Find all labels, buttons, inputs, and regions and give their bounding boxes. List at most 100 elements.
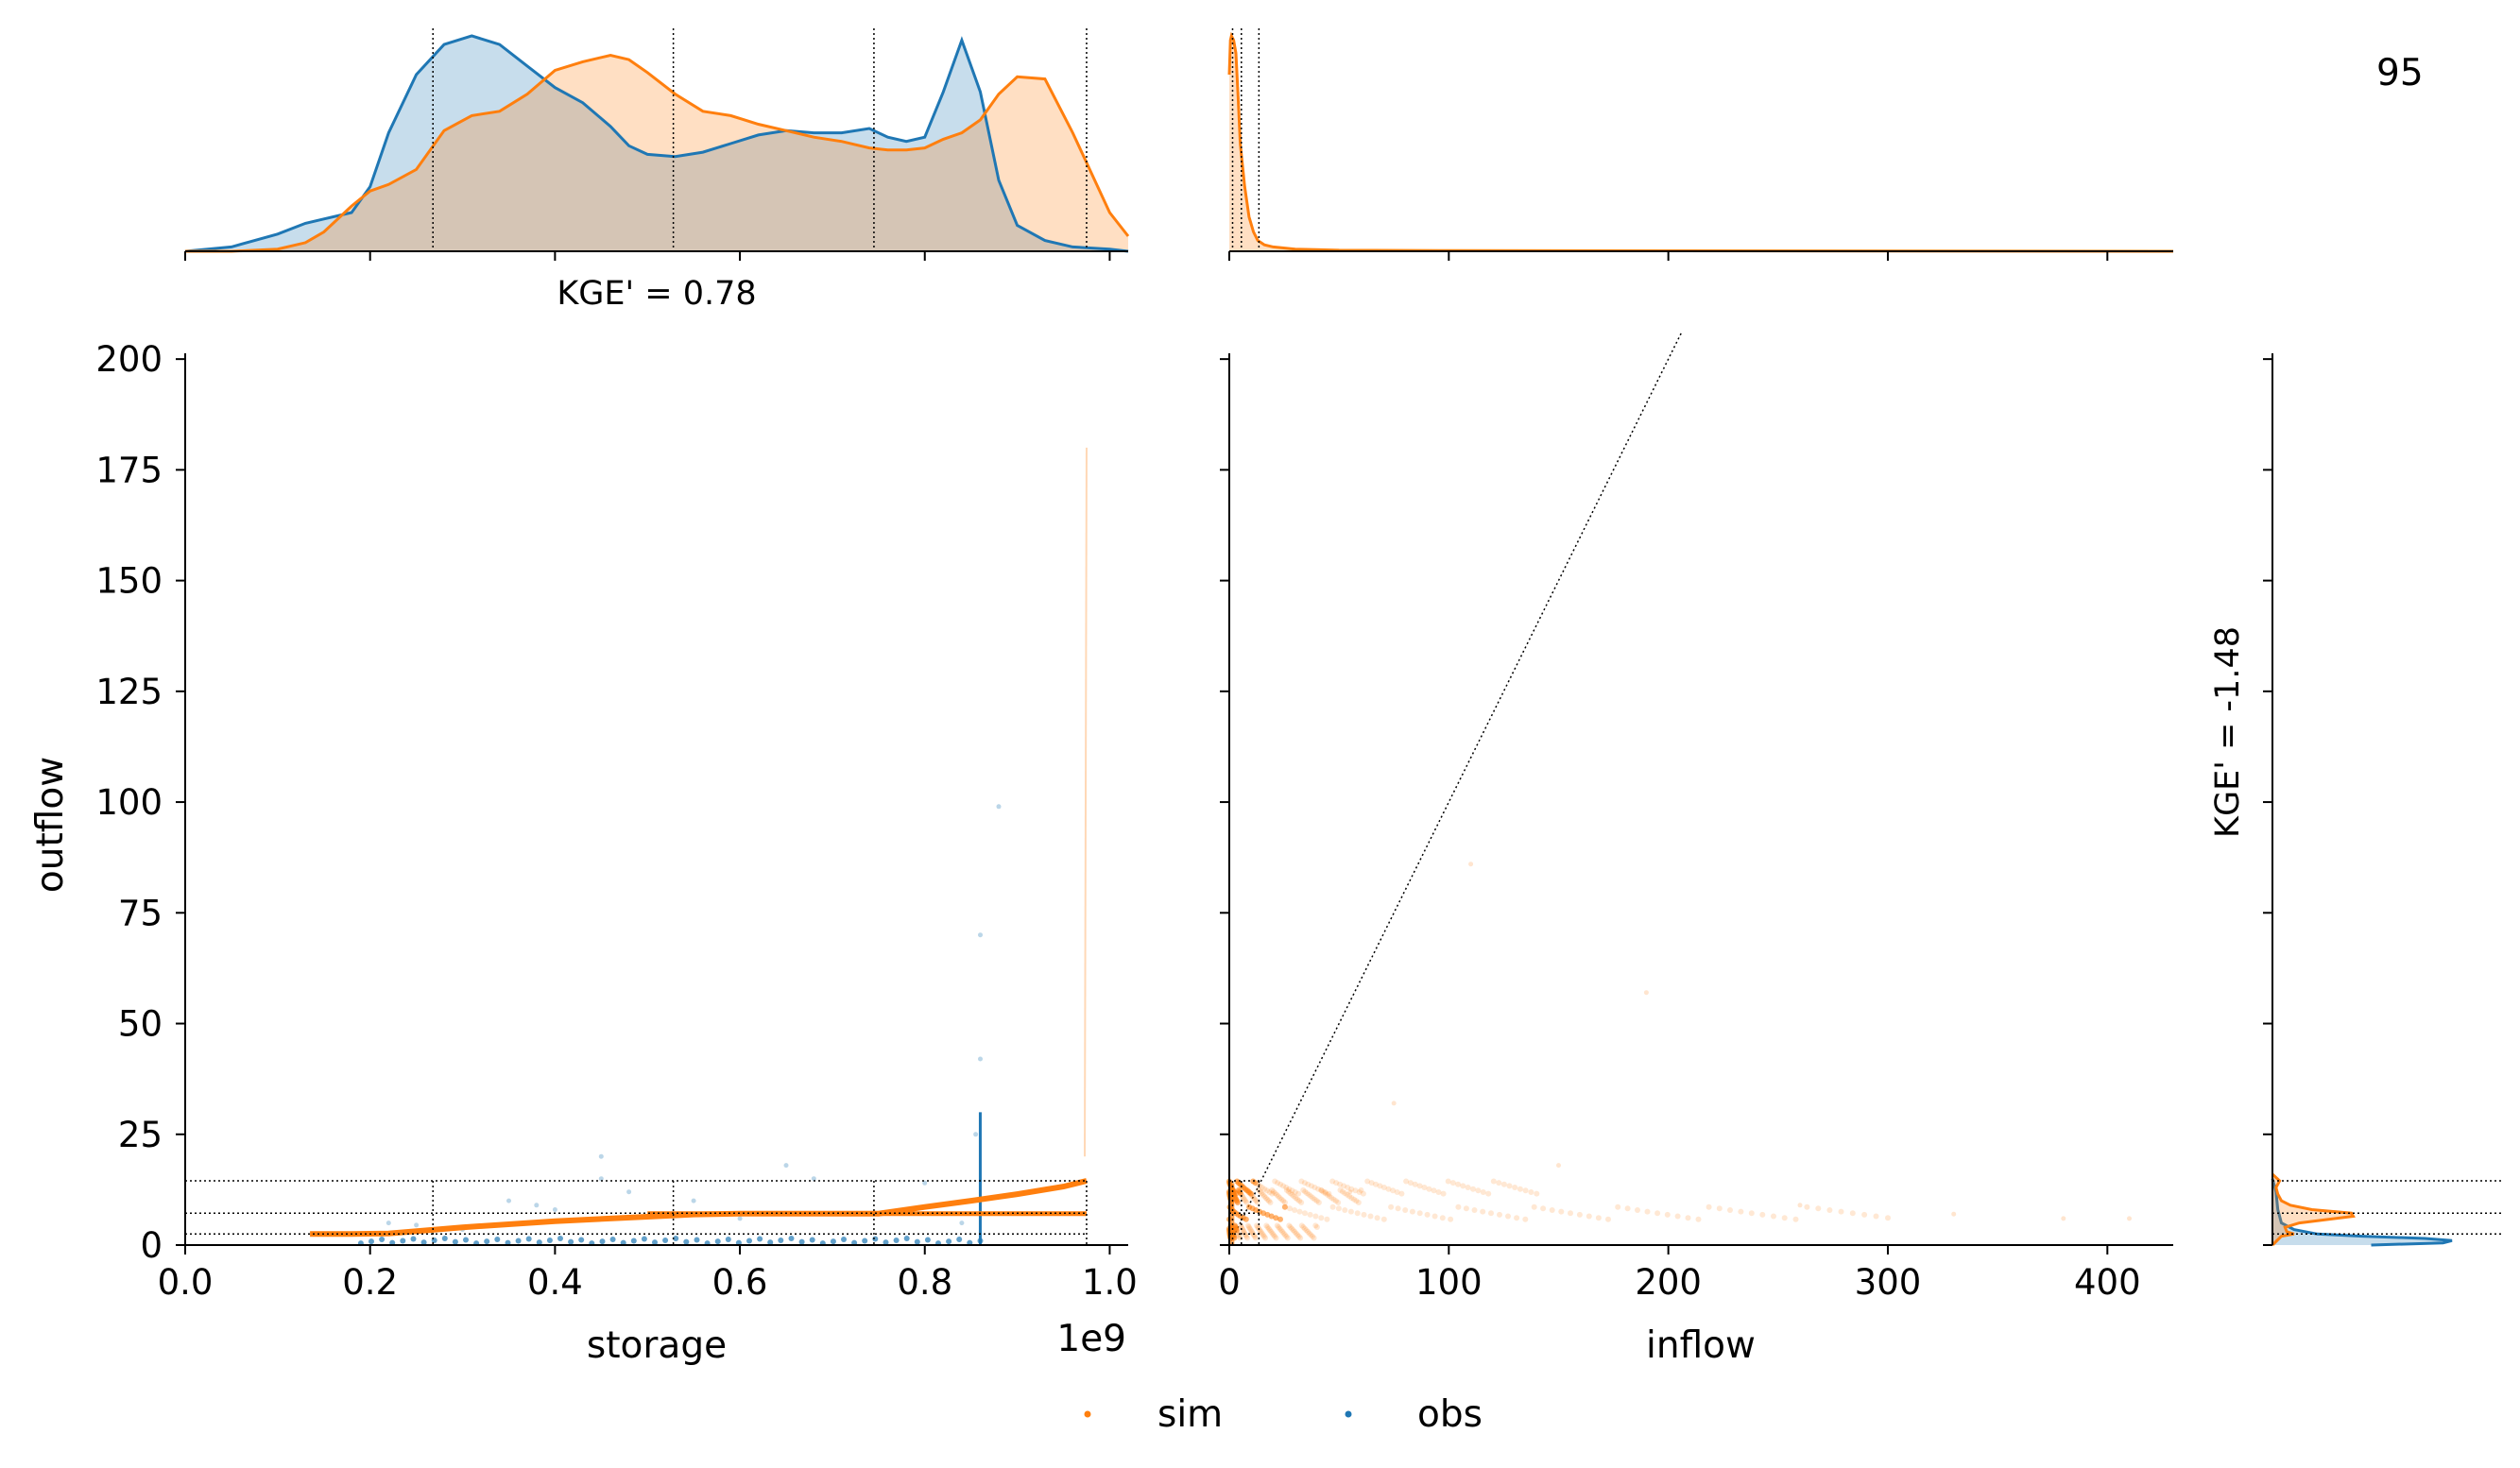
sim-inflow-point [1576,1211,1583,1218]
sim-inflow-point [1409,1208,1415,1215]
sim-inflow-point [1460,1183,1466,1189]
sim-inflow-point [1324,1216,1330,1222]
obs-cluster-point [673,1236,679,1241]
obs-cluster-point [757,1236,763,1242]
sim-inflow-point [1278,1196,1285,1203]
one-to-one-reference-line [1228,332,1683,1246]
sim-inflow-point [1449,1180,1456,1186]
sim-inflow-point [1635,1207,1640,1213]
sim-inflow-point [1416,1183,1423,1189]
obs-cluster-point [893,1238,900,1243]
sim-inflow-point [1320,1188,1327,1195]
sim-inflow-point [1267,1227,1273,1234]
sim-inflow-point [1531,1203,1537,1210]
obs-cluster-point [809,1237,815,1243]
sim-inflow-point [1287,1190,1294,1197]
storage-tick-label: 0.8 [897,1262,952,1303]
obs-scatter-point [506,1198,511,1203]
sim-inflow-outlier [2127,1216,2132,1221]
sim-inflow-point [1455,1203,1462,1210]
sim-inflow-point [1304,1190,1311,1197]
obs-scatter-point [414,1222,420,1228]
obs-density-line [184,34,1129,253]
outflow-tick-label: 50 [118,1004,163,1045]
sim-inflow-outlier [2061,1216,2066,1221]
sim-inflow-point [1273,1215,1279,1221]
outflow-tick-label: 75 [118,893,163,933]
obs-cluster-point [725,1237,731,1242]
obs-outflow-density-fill [2272,1178,2452,1245]
sim-inflow-point [1243,1233,1250,1239]
outflow-tick-label: 25 [118,1115,163,1155]
sim-inflow-point [1480,1208,1486,1215]
sim-inflow-point [1260,1232,1266,1238]
sim-inflow-point [1558,1208,1565,1215]
obs-cluster-point [830,1238,836,1245]
sim-inflow-point [1310,1195,1316,1202]
sim-inflow-point [1301,1225,1308,1232]
obs-cluster-point [630,1238,637,1244]
sim-inflow-point [1287,1224,1294,1230]
sim-inflow-point [1252,1196,1259,1203]
sim-inflow-point [1245,1224,1252,1230]
sim-inflow-point [1445,1178,1451,1185]
sim-inflow-point [1355,1200,1362,1205]
obs-scatter-point [534,1203,540,1208]
sim-inflow-point [1296,1198,1303,1204]
sim-inflow-point [1277,1216,1283,1222]
sim-inflow-point [1287,1205,1293,1212]
obs-cluster-point [484,1238,490,1245]
sim-inflow-point [1674,1213,1681,1220]
sim-inflow-point [1496,1180,1502,1186]
sim-inflow-point [1269,1190,1276,1197]
obs-cluster-point [788,1236,795,1241]
sim-inflow-point [1514,1215,1520,1221]
sim-inflow-point [1480,1189,1486,1195]
obs-cluster-point [441,1236,448,1241]
sim-inflow-outlier [1347,1189,1353,1195]
obs-scatter-point [959,1220,965,1226]
outflow-kge-label: KGE' = -1.48 [2209,626,2247,838]
sim-inflow-point [1313,1224,1320,1230]
sim-inflow-point [1416,1210,1423,1217]
legend-marker-sim [1084,1410,1091,1418]
sim-inflow-point [1374,1215,1380,1221]
sim-inflow-point [1250,1232,1257,1238]
sim-inflow-point [1488,1210,1494,1217]
sim-inflow-point [1333,1180,1340,1186]
obs-cluster-point [641,1236,647,1242]
sim-inflow-point [1345,1185,1351,1190]
sim-inflow-point [1324,1191,1330,1198]
sim-inflow-point [1315,1186,1322,1192]
sim-inflow-point [1380,1185,1387,1190]
sim-inflow-point [1346,1193,1353,1200]
sim-inflow-point [1270,1232,1277,1238]
obs-cluster-point [515,1238,522,1244]
sim-inflow-point [1235,1230,1242,1237]
sim-inflow-point [1312,1213,1319,1220]
sim-outflow-density-line [2271,1172,2356,1247]
sim-inflow-point [1329,1203,1336,1210]
sim-inflow-point [1238,1191,1244,1198]
storage-kge-label: KGE' = 0.78 [557,275,756,313]
obs-cluster-point [410,1236,417,1242]
sim-inflow-point [1353,1198,1360,1204]
sim-inflow-point [1252,1235,1259,1241]
sim-inflow-point [1269,1186,1276,1193]
storage-tick-label: 0.6 [712,1262,768,1303]
sim-inflow-point [1273,1235,1279,1241]
sim-inflow-outlier [1391,1101,1397,1106]
obs-cluster-point [379,1237,386,1242]
obs-cluster-point [452,1238,458,1245]
sim-inflow-point [1268,1228,1275,1235]
sim-inflow-point [1292,1207,1298,1213]
sim-inflow-point [1293,1195,1299,1202]
obs-scatter-point [598,1153,604,1159]
sim-inflow-point [1254,1222,1260,1229]
sim-inflow-point [1315,1200,1322,1205]
sim-inflow-point [1463,1205,1469,1212]
sim-inflow-point [1431,1187,1437,1194]
obs-cluster-point [557,1236,563,1241]
sim-inflow-point [1292,1228,1298,1235]
sim-inflow-point [1695,1216,1702,1222]
